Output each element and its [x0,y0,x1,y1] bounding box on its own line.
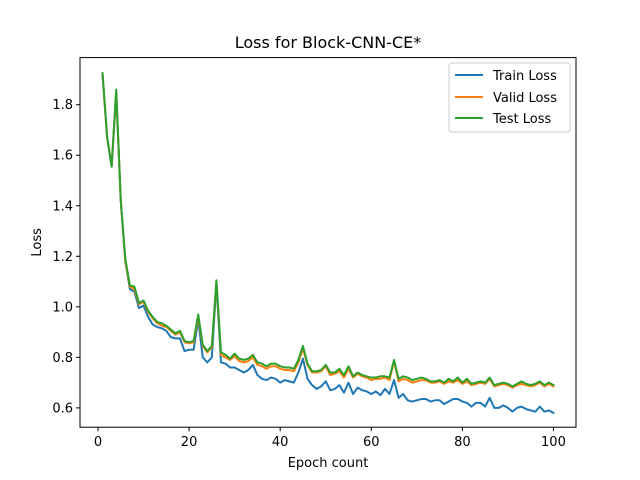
series-line-test-loss [101,72,555,388]
plot-frame [79,57,577,428]
legend-label-test-loss: Test Loss [492,112,551,127]
series-layer [101,72,555,415]
y-tick-label-1.0: 1.0 [52,300,73,315]
y-axis-ticks: 0.6 0.8 1.0 1.2 1.4 1.6 1.8 [52,98,80,416]
y-axis-label: Loss [30,228,45,257]
chart-title: Loss for Block-CNN-CE* [235,33,421,52]
legend-label-valid-loss: Valid Loss [493,91,557,106]
legend-box [448,62,571,133]
y-tick-label-1.2: 1.2 [52,250,73,265]
y-tick-label-1.4: 1.4 [52,199,73,214]
series-line-train-loss [101,73,555,415]
plot-area [79,57,577,428]
x-axis-label: Epoch count [288,456,369,471]
x-tick-label-100: 100 [541,435,566,450]
x-tick-label-40: 40 [272,435,289,450]
x-tick-label-0: 0 [94,435,102,450]
legend: Train Loss Valid Loss Test Loss [448,62,571,133]
legend-label-train-loss: Train Loss [492,69,557,84]
y-tick-label-1.8: 1.8 [52,98,73,113]
y-tick-label-1.6: 1.6 [52,149,73,164]
y-tick-label-0.6: 0.6 [52,401,73,416]
x-axis-ticks: 0 20 40 60 80 100 [94,427,566,450]
x-tick-label-80: 80 [454,435,471,450]
x-tick-label-60: 60 [363,435,380,450]
y-tick-label-0.8: 0.8 [52,351,73,366]
x-tick-label-20: 20 [181,435,198,450]
